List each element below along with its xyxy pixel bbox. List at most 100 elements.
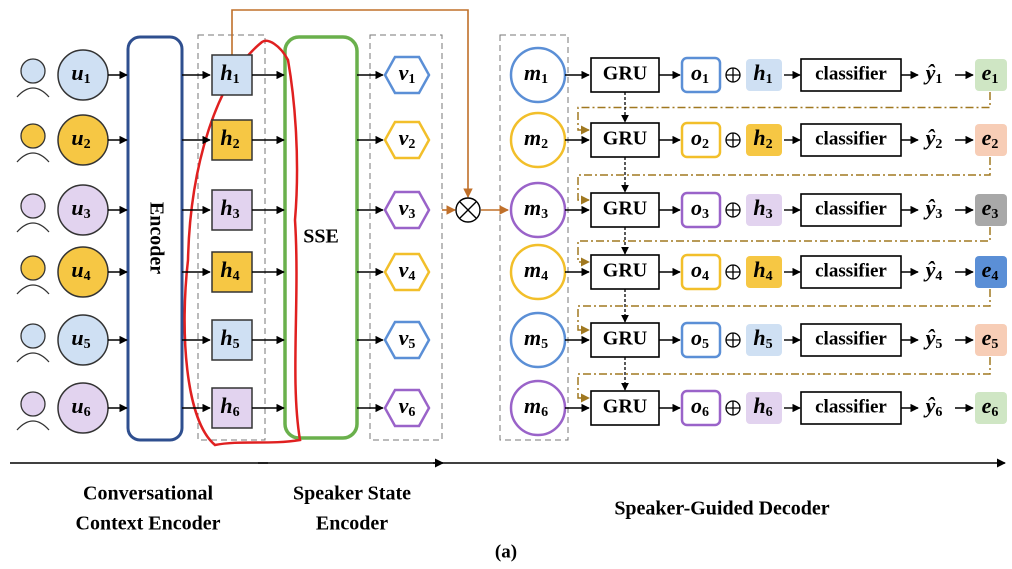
- speaker-icon: [17, 59, 49, 97]
- hidden-label-symbol: h: [220, 125, 232, 150]
- utterance-label-symbol: u: [71, 325, 83, 350]
- prediction-label-symbol: ŷ: [923, 60, 936, 85]
- hidden-label-index: 1: [233, 72, 240, 87]
- prediction-label: ŷ3: [923, 195, 943, 222]
- output-label-symbol: o: [691, 257, 702, 282]
- prediction-label-symbol: ŷ: [923, 257, 936, 282]
- caption: (a): [495, 541, 517, 562]
- state-label-symbol: v: [399, 195, 409, 220]
- emotion-label-index: 6: [991, 405, 998, 420]
- gru-label: GRU: [603, 260, 647, 282]
- icon-body: [17, 421, 49, 430]
- icon-head: [21, 124, 45, 148]
- prediction-label-symbol: ŷ: [923, 125, 936, 150]
- memory-label-symbol: m: [524, 125, 541, 150]
- section-label: Encoder: [316, 513, 388, 535]
- memory-label-symbol: m: [524, 325, 541, 350]
- memory-label-symbol: m: [524, 195, 541, 220]
- emotion-label-index: 5: [991, 337, 998, 352]
- utterance-label-index: 1: [84, 72, 91, 87]
- concat-label-symbol: h: [753, 195, 765, 220]
- output-label-symbol: o: [691, 195, 702, 220]
- memory-label-symbol: m: [524, 393, 541, 418]
- prediction-label: ŷ6: [923, 393, 943, 420]
- sse-label: SSE: [303, 226, 339, 248]
- prediction-label-index: 4: [935, 269, 942, 284]
- oplus: [726, 133, 740, 147]
- gru-label: GRU: [603, 198, 647, 220]
- output-label-index: 1: [702, 72, 709, 87]
- utterance-label-index: 5: [84, 337, 91, 352]
- prediction-label-index: 6: [935, 405, 942, 420]
- classifier-label: classifier: [815, 396, 887, 417]
- classifier-label: classifier: [815, 128, 887, 149]
- output-label-index: 6: [702, 405, 709, 420]
- memory-label-index: 4: [541, 269, 548, 284]
- oplus: [726, 68, 740, 82]
- concat-label-index: 4: [766, 269, 773, 284]
- gru-label: GRU: [603, 328, 647, 350]
- prediction-label-index: 2: [935, 137, 942, 152]
- hidden-label-index: 5: [233, 337, 240, 352]
- concat-label-index: 6: [766, 405, 773, 420]
- icon-head: [21, 194, 45, 218]
- utterance-label-symbol: u: [71, 257, 83, 282]
- concat-label-symbol: h: [753, 60, 765, 85]
- memory-label-symbol: m: [524, 60, 541, 85]
- icon-body: [17, 285, 49, 294]
- emotion-label-symbol: e: [982, 125, 992, 150]
- diagram: Encoder SSE (a) u1h1v1m1GRUo1h1classifie…: [0, 0, 1012, 569]
- hidden-label-index: 3: [233, 207, 240, 222]
- concat-label-symbol: h: [753, 393, 765, 418]
- memory-label-index: 1: [541, 72, 548, 87]
- memory-label-symbol: m: [524, 257, 541, 282]
- state-label-index: 1: [408, 72, 415, 87]
- emotion-label-symbol: e: [982, 393, 992, 418]
- classifier-label: classifier: [815, 260, 887, 281]
- prediction-label-index: 1: [935, 72, 942, 87]
- state-label-symbol: v: [399, 60, 409, 85]
- state-label-symbol: v: [399, 325, 409, 350]
- utterance-label-index: 4: [84, 269, 91, 284]
- icon-head: [21, 59, 45, 83]
- section-label: Speaker-Guided Decoder: [614, 498, 829, 520]
- annotation-scribble: [185, 41, 300, 445]
- hidden-label-symbol: h: [220, 257, 232, 282]
- state-label-index: 2: [408, 137, 415, 152]
- prediction-label: ŷ1: [923, 60, 943, 87]
- prediction-label-symbol: ŷ: [923, 393, 936, 418]
- icon-body: [17, 153, 49, 162]
- oplus: [726, 333, 740, 347]
- concat-label-index: 1: [766, 72, 773, 87]
- emotion-label-index: 4: [991, 269, 998, 284]
- output-label-index: 5: [702, 337, 709, 352]
- state-label-symbol: v: [399, 257, 409, 282]
- state-label-index: 3: [408, 207, 415, 222]
- utterance-label-symbol: u: [71, 125, 83, 150]
- utterance-label-index: 6: [84, 405, 91, 420]
- section-label: Conversational: [83, 483, 213, 505]
- section-label: Context Encoder: [76, 513, 221, 535]
- emotion-label-symbol: e: [982, 195, 992, 220]
- oplus: [726, 203, 740, 217]
- hidden-label-symbol: h: [220, 195, 232, 220]
- output-label-symbol: o: [691, 125, 702, 150]
- state-label-index: 5: [408, 337, 415, 352]
- prediction-label-index: 5: [935, 337, 942, 352]
- output-label-symbol: o: [691, 393, 702, 418]
- output-label-index: 4: [702, 269, 709, 284]
- icon-body: [17, 88, 49, 97]
- classifier-label: classifier: [815, 198, 887, 219]
- icon-head: [21, 256, 45, 280]
- speaker-icon: [17, 124, 49, 162]
- hidden-label-symbol: h: [220, 60, 232, 85]
- concat-label-index: 5: [766, 337, 773, 352]
- utterance-label-symbol: u: [71, 60, 83, 85]
- icon-body: [17, 223, 49, 232]
- icon-head: [21, 324, 45, 348]
- utterance-label-index: 3: [84, 207, 91, 222]
- emotion-label-symbol: e: [982, 325, 992, 350]
- output-label-index: 2: [702, 137, 709, 152]
- utterance-label-index: 2: [84, 137, 91, 152]
- memory-label-index: 3: [541, 207, 548, 222]
